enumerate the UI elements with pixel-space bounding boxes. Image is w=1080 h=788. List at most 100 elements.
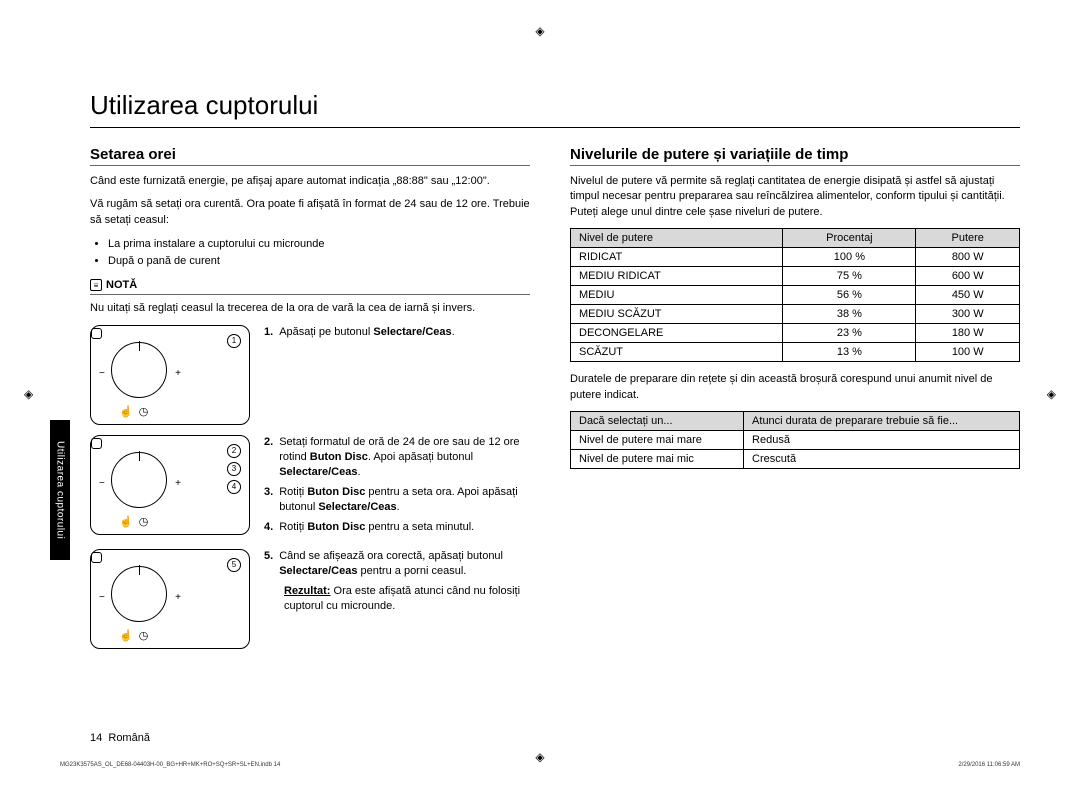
step-item: 1. Apăsați pe butonul Selectare/Ceas. (264, 325, 455, 340)
plus-icon: + (175, 592, 181, 603)
stop-icon (91, 328, 102, 339)
table-cell: 300 W (916, 305, 1020, 324)
power-table: Nivel de putere Procentaj Putere RIDICAT… (570, 228, 1020, 362)
table-cell: 23 % (783, 324, 916, 343)
dial-icon (111, 566, 167, 622)
step-line: Setați formatul de oră de 24 de ore sau … (279, 435, 530, 481)
table-cell: Nivel de putere mai mic (571, 449, 744, 468)
table-cell: 38 % (783, 305, 916, 324)
minus-icon: − (99, 478, 105, 489)
table-row: RIDICAT100 %800 W (571, 248, 1020, 267)
clock-icon: ◷ (139, 515, 149, 528)
step-number: 2. (264, 435, 273, 481)
table-header: Putere (916, 229, 1020, 248)
minus-icon: − (99, 368, 105, 379)
step-line: Rotiți Buton Disc pentru a seta minutul. (279, 520, 474, 535)
right-column: Nivelurile de putere și variațiile de ti… (570, 146, 1020, 649)
step-number: 3. (264, 485, 273, 516)
table-header: Procentaj (783, 229, 916, 248)
table-row: MEDIU56 %450 W (571, 286, 1020, 305)
page-title: Utilizarea cuptorului (90, 90, 1020, 121)
step-row: − + 5 ☝ ◷ (90, 549, 530, 649)
table-cell: 13 % (783, 343, 916, 362)
clock-icon: ◷ (139, 405, 149, 418)
step-number: 1. (264, 325, 273, 340)
table-row: SCĂZUT13 %100 W (571, 343, 1020, 362)
table-cell: MEDIU SCĂZUT (571, 305, 783, 324)
step-item: 4. Rotiți Buton Disc pentru a seta minut… (264, 520, 530, 535)
table-cell: MEDIU (571, 286, 783, 305)
step-text: 2. Setați formatul de oră de 24 de ore s… (264, 435, 530, 539)
table-row: Nivel de putere mai mareRedusă (571, 430, 1020, 449)
table-cell: Redusă (744, 430, 1020, 449)
table-header: Atunci durata de preparare trebuie să fi… (744, 411, 1020, 430)
plus-icon: + (175, 478, 181, 489)
table-cell: MEDIU RIDICAT (571, 267, 783, 286)
power-intro: Nivelul de putere vă permite să reglați … (570, 174, 1020, 220)
table-row: Nivel de putere mai micCrescută (571, 449, 1020, 468)
stop-icon (91, 438, 102, 449)
control-panel-diagram: − + 5 ☝ ◷ (90, 549, 250, 649)
clock-icon: ◷ (139, 629, 149, 642)
stop-icon (91, 552, 102, 563)
table-cell: 800 W (916, 248, 1020, 267)
step-number: 4. (264, 520, 273, 535)
step-badge: 5 (227, 558, 241, 572)
hand-icon: ☝ (119, 629, 133, 642)
plus-icon: + (175, 368, 181, 379)
step-badge: 2 (227, 444, 241, 458)
table-row: MEDIU SCĂZUT38 %300 W (571, 305, 1020, 324)
table-cell: 100 W (916, 343, 1020, 362)
intro-text-1: Când este furnizată energie, pe afișaj a… (90, 174, 530, 189)
minus-icon: − (99, 592, 105, 603)
step-text: 1. Apăsați pe butonul Selectare/Ceas. (264, 325, 455, 344)
table-cell: Crescută (744, 449, 1020, 468)
doc-timestamp: 2/29/2016 11:06:59 AM (958, 762, 1020, 768)
result-block: Rezultat: Ora este afișată atunci când n… (264, 584, 530, 615)
table-header: Dacă selectați un... (571, 411, 744, 430)
table-cell: Nivel de putere mai mare (571, 430, 744, 449)
table-cell: 75 % (783, 267, 916, 286)
table-row: MEDIU RIDICAT75 %600 W (571, 267, 1020, 286)
intro-text-2: Vă rugăm să setați ora curentă. Ora poat… (90, 197, 530, 228)
step-badge: 1 (227, 334, 241, 348)
page-lang: Română (108, 732, 150, 744)
control-panel-diagram: − + 1 ☝ ◷ (90, 325, 250, 425)
dial-icon (111, 452, 167, 508)
step-item: 2. Setați formatul de oră de 24 de ore s… (264, 435, 530, 481)
step-line: Apăsați pe butonul Selectare/Ceas. (279, 325, 455, 340)
steps-container: − + 1 ☝ ◷ (90, 325, 530, 649)
table-cell: DECONGELARE (571, 324, 783, 343)
section-heading-power: Nivelurile de putere și variațiile de ti… (570, 146, 1020, 163)
step-line: Rotiți Buton Disc pentru a seta ora. Apo… (279, 485, 530, 516)
step-item: 3. Rotiți Buton Disc pentru a seta ora. … (264, 485, 530, 516)
select-table: Dacă selectați un... Atunci durata de pr… (570, 411, 1020, 469)
step-number: 5. (264, 549, 273, 580)
doc-code: MG23K3575AS_OL_DE68-04403H-00_BG+HR+MK+R… (60, 762, 280, 768)
note-heading: ≡ NOTĂ (90, 279, 530, 295)
mid-text: Duratele de preparare din rețete și din … (570, 372, 1020, 403)
imprint-footer: MG23K3575AS_OL_DE68-04403H-00_BG+HR+MK+R… (60, 762, 1020, 768)
table-cell: 600 W (916, 267, 1020, 286)
step-line: Când se afișează ora corectă, apăsați bu… (279, 549, 530, 580)
bullet-list: La prima instalare a cuptorului cu micro… (90, 236, 530, 269)
step-row: − + 2 3 4 ☝ ◷ (90, 435, 530, 539)
step-badge: 3 (227, 462, 241, 476)
page-footer: 14 Română (90, 732, 150, 744)
step-row: − + 1 ☝ ◷ (90, 325, 530, 425)
table-cell: 180 W (916, 324, 1020, 343)
step-item: 5. Când se afișează ora corectă, apăsați… (264, 549, 530, 580)
left-column: Setarea orei Când este furnizată energie… (90, 146, 530, 649)
result-label: Rezultat: (284, 585, 330, 597)
note-label: NOTĂ (106, 279, 137, 291)
step-text: 5. Când se afișează ora corectă, apăsați… (264, 549, 530, 615)
table-header: Nivel de putere (571, 229, 783, 248)
section-rule (570, 165, 1020, 166)
note-icon: ≡ (90, 279, 102, 291)
section-heading-clock: Setarea orei (90, 146, 530, 163)
section-rule (90, 165, 530, 166)
control-panel-diagram: − + 2 3 4 ☝ ◷ (90, 435, 250, 535)
table-cell: 450 W (916, 286, 1020, 305)
page-number: 14 (90, 732, 102, 744)
bullet-item: După o pană de curent (108, 253, 530, 270)
